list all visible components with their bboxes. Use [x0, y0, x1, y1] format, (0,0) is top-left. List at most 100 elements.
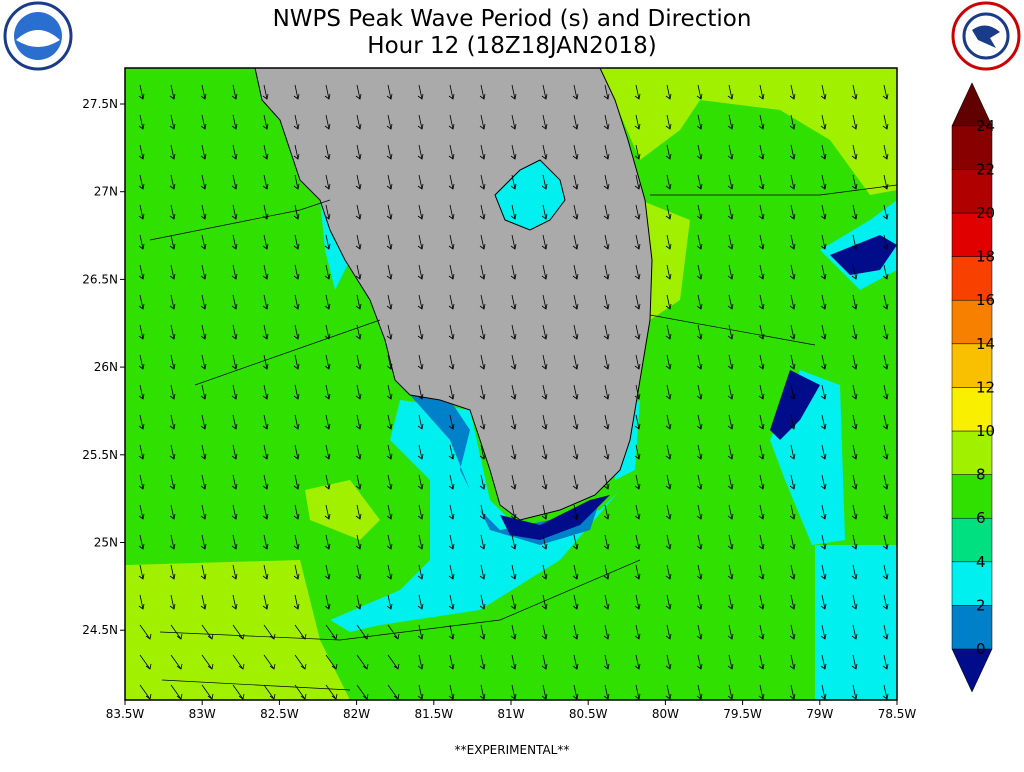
arrow: [293, 84, 300, 100]
arrow: [851, 654, 858, 670]
lat-label: 26.5N: [82, 272, 118, 286]
arrow: [603, 294, 610, 310]
arrow: [820, 564, 827, 580]
arrow: [510, 204, 517, 220]
arrow: [293, 114, 300, 130]
arrow: [232, 654, 245, 670]
arrow: [448, 234, 455, 250]
arrow: [572, 204, 579, 220]
arrow: [727, 174, 734, 190]
arrow: [293, 324, 300, 340]
arrow: [789, 534, 796, 550]
arrow: [882, 444, 889, 460]
arrow: [634, 234, 641, 250]
lat-label: 25N: [94, 536, 118, 550]
arrow: [727, 414, 734, 430]
arrow: [417, 324, 424, 340]
arrow: [789, 84, 796, 100]
lon-label: 82.5W: [260, 707, 299, 721]
arrow: [262, 354, 269, 370]
arrow: [138, 444, 145, 460]
arrow: [200, 504, 207, 520]
arrow: [727, 474, 734, 490]
arrow: [448, 654, 455, 670]
arrow: [510, 564, 517, 580]
arrow: [665, 474, 672, 490]
arrow: [479, 264, 486, 280]
arrow: [634, 414, 641, 430]
lon-label: 78.5W: [878, 707, 917, 721]
arrow: [603, 354, 610, 370]
lon-label: 81.5W: [415, 707, 454, 721]
arrow: [634, 144, 641, 160]
arrow: [541, 114, 548, 130]
colorbar-label: 6: [976, 509, 986, 527]
arrow: [572, 174, 579, 190]
arrow: [696, 504, 703, 520]
arrow: [727, 114, 734, 130]
arrow: [417, 84, 424, 100]
arrow: [603, 144, 610, 160]
arrow: [758, 654, 765, 670]
arrow: [882, 324, 889, 340]
arrow: [510, 594, 517, 610]
arrow: [355, 384, 362, 400]
arrow: [541, 414, 548, 430]
arrow: [727, 384, 734, 400]
arrow: [479, 324, 486, 340]
arrow: [417, 174, 424, 190]
arrow: [758, 204, 765, 220]
arrow: [417, 564, 424, 580]
arrow: [727, 564, 734, 580]
arrow: [665, 294, 672, 310]
arrow: [882, 684, 889, 700]
arrow: [634, 84, 641, 100]
arrow: [665, 624, 672, 640]
arrow: [169, 204, 176, 220]
arrow: [417, 384, 424, 400]
colorbar-label: 24: [976, 117, 995, 135]
arrow: [541, 324, 548, 340]
arrow: [262, 594, 269, 610]
arrow: [634, 114, 641, 130]
arrow: [448, 474, 455, 490]
arrow: [386, 474, 393, 490]
colorbar-swatch: [951, 343, 993, 388]
arrow: [572, 534, 579, 550]
arrow: [572, 564, 579, 580]
arrow: [541, 594, 548, 610]
arrow: [634, 564, 641, 580]
arrow: [263, 624, 276, 640]
arrow: [572, 384, 579, 400]
arrow: [386, 324, 393, 340]
arrow: [541, 354, 548, 370]
arrow: [696, 324, 703, 340]
arrow: [665, 684, 672, 700]
arrow: [293, 474, 300, 490]
arrow: [263, 684, 276, 700]
arrow: [851, 534, 858, 550]
arrow: [603, 474, 610, 490]
arrow: [479, 174, 486, 190]
arrow: [262, 264, 269, 280]
arrow: [665, 444, 672, 460]
arrow: [386, 204, 393, 220]
arrow: [386, 444, 393, 460]
arrow: [603, 504, 610, 520]
arrow: [200, 294, 207, 310]
arrow: [758, 144, 765, 160]
arrow: [417, 684, 424, 700]
arrow: [696, 84, 703, 100]
arrow: [696, 234, 703, 250]
arrow: [448, 534, 455, 550]
arrow: [882, 114, 889, 130]
arrow: [231, 234, 238, 250]
arrow: [789, 264, 796, 280]
arrow: [603, 684, 610, 700]
arrow: [231, 114, 238, 130]
arrow: [294, 624, 307, 640]
arrow: [727, 444, 734, 460]
arrow: [200, 174, 207, 190]
arrow: [262, 144, 269, 160]
arrow: [169, 564, 176, 580]
